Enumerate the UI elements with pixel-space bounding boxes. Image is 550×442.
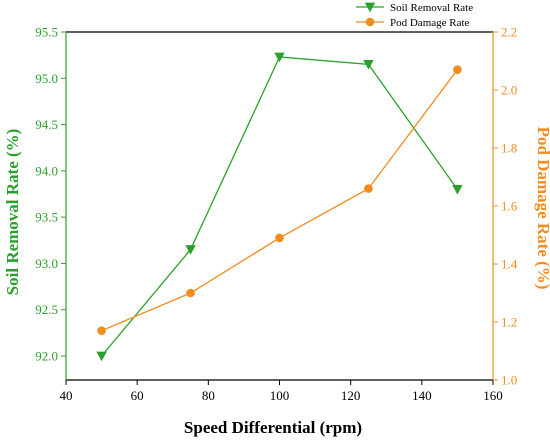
x-axis-label: Speed Differential (rpm): [184, 418, 362, 437]
left-y-tick-label: 93.0: [35, 256, 58, 271]
data-point-triangle: [452, 184, 463, 195]
data-point-triangle: [96, 351, 107, 362]
left-y-tick-label: 93.5: [35, 210, 58, 225]
data-point-circle: [364, 184, 373, 193]
left-y-tick-label: 92.0: [35, 349, 58, 364]
x-tick-label: 140: [412, 388, 432, 403]
legend-label: Soil Removal Rate: [390, 2, 473, 14]
right-y-tick-label: 1.6: [501, 199, 518, 214]
legend: Soil Removal Rate Pod Damage Rate: [356, 2, 473, 29]
x-tick-label: 80: [202, 388, 215, 403]
x-tick-label: 40: [60, 388, 73, 403]
left-y-tick-label: 94.0: [35, 163, 58, 178]
left-y-axis-label: Soil Removal Rate (%): [3, 129, 22, 296]
x-tick-label: 100: [270, 388, 290, 403]
left-y-tick-label: 95.0: [35, 71, 58, 86]
data-point-circle: [365, 17, 375, 27]
right-y-tick-label: 2.2: [501, 25, 517, 40]
left-y-tick-label: 95.5: [35, 25, 58, 40]
x-tick-label: 120: [341, 388, 361, 403]
right-y-axis-label: Pod Damage Rate (%): [534, 127, 550, 290]
right-y-tick-label: 2.0: [501, 83, 517, 98]
data-point-circle: [453, 65, 462, 74]
left-y-tick-label: 94.5: [35, 117, 58, 132]
data-point-triangle: [185, 245, 196, 255]
right-y-tick-label: 1.0: [501, 373, 517, 388]
data-point-circle: [97, 326, 106, 336]
data-point-circle: [186, 288, 195, 298]
data-point-triangle: [274, 52, 285, 63]
x-tick-label: 60: [131, 388, 144, 403]
legend-label: Pod Damage Rate: [390, 17, 470, 29]
right-y-tick-label: 1.2: [501, 315, 517, 330]
x-tick-label: 160: [483, 388, 503, 403]
series-line: [101, 56, 458, 357]
left-y-tick-label: 92.5: [35, 302, 58, 317]
data-point-triangle: [363, 59, 374, 70]
right-y-tick-label: 1.8: [501, 141, 517, 156]
data-point-triangle: [364, 2, 376, 13]
right-y-tick-label: 1.4: [501, 257, 518, 272]
data-point-circle: [275, 233, 284, 243]
